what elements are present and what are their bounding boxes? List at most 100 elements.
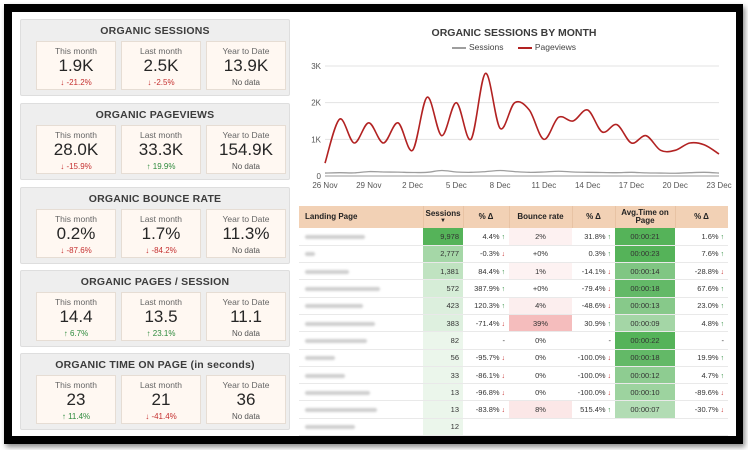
time-value: 00:00:18 (630, 284, 660, 294)
table-row[interactable]: 56 -95.7% ↓ 0% -100.0% ↓ 00:00:18 19.9% ↑ (299, 349, 728, 367)
delta-value: -79.4% (581, 284, 606, 294)
delta-value: -0.3% (479, 249, 500, 259)
panel-organic-time-on-page: ORGANIC TIME ON PAGE (in seconds) This m… (20, 353, 290, 430)
card-label: Year to Date (222, 214, 270, 224)
sessions-cell: 572 (423, 279, 463, 298)
delta-value: 4.7% (701, 370, 719, 380)
arrow-down-icon: ↓ (605, 372, 611, 380)
delta-value: - (502, 335, 506, 345)
landing-page-cell (299, 297, 423, 315)
sessions-delta-cell: 84.4% ↑ (463, 262, 509, 281)
landing-page-cell (299, 262, 423, 281)
arrow-down-icon: ↓ (60, 246, 67, 255)
table-row[interactable]: 33 -86.1% ↓ 0% -100.0% ↓ 00:00:12 4.7% ↑ (299, 366, 728, 385)
landing-page-cell (299, 279, 423, 298)
avg-time-cell: 00:00:10 (615, 383, 675, 402)
table-header-row: Landing Page Sessions ▼ % Δ Bounce rate %… (299, 206, 728, 228)
delta-value: 19.9% (697, 353, 719, 363)
bounce-cell: 0% (509, 349, 572, 367)
time-delta-cell: 23.0% ↑ (675, 297, 728, 315)
sessions-cell: 12 (423, 418, 463, 436)
table-row[interactable]: 9,978 4.4% ↑ 2% 31.8% ↑ 00:00:21 1.6% ↑ (299, 228, 728, 246)
card-last-month: Last month 1.7% ↓ -84.2% (121, 209, 201, 258)
bounce-delta-cell: -14.1% ↓ (572, 262, 615, 281)
card-this-month: This month 1.9K ↓ -21.2% (36, 41, 116, 90)
table-row[interactable]: 82 - 0% - 00:00:22 - (299, 331, 728, 350)
series-line-pageviews (324, 72, 720, 164)
card-delta: ↑ 6.7% (37, 329, 115, 338)
sessions-value: 423 (446, 301, 459, 311)
arrow-up-icon: ↑ (718, 320, 724, 328)
col-header-bounce-rate[interactable]: Bounce rate (509, 206, 573, 228)
delta-value: 84.4% (478, 266, 500, 276)
panel-organic-pages-session: ORGANIC PAGES / SESSION This month 14.4 … (20, 270, 290, 347)
card-value: 33.3K (138, 140, 184, 159)
col-header-sessions[interactable]: Sessions ▼ (423, 206, 464, 228)
table-row[interactable]: 12 (299, 418, 728, 436)
bounce-cell: 39% (509, 314, 572, 333)
sessions-cell: 2,777 (423, 245, 463, 264)
bounce-value: 4% (535, 301, 546, 311)
delta-value: -14.1% (581, 266, 606, 276)
table-row[interactable]: 572 387.9% ↑ +0% -79.4% ↓ 00:00:18 67.6% ↑ (299, 279, 728, 298)
legend-item-pageviews[interactable]: Pageviews (517, 42, 576, 52)
col-header-bounce-delta[interactable]: % Δ (572, 206, 616, 228)
sessions-delta-cell: 4.4% ↑ (463, 228, 509, 246)
arrow-up-icon: ↑ (499, 303, 505, 311)
arrow-down-icon: ↓ (718, 407, 724, 415)
chart-legend: Sessions Pageviews (300, 42, 728, 52)
card-value: 14.4 (59, 307, 93, 326)
arrow-up-icon: ↑ (605, 251, 611, 259)
bounce-delta-cell: -79.4% ↓ (572, 279, 615, 298)
panel-organic-pageviews: ORGANIC PAGEVIEWS This month 28.0K ↓ -15… (20, 103, 290, 180)
y-tick-label: 0 (317, 172, 322, 181)
landing-page-cell (299, 366, 423, 385)
card-label: This month (54, 380, 98, 390)
time-value: 00:00:23 (630, 249, 660, 259)
time-delta-cell: 4.7% ↑ (675, 366, 728, 385)
table-row[interactable]: 2,777 -0.3% ↓ +0% 0.3% ↑ 00:00:23 7.6% ↑ (299, 245, 728, 264)
card-delta: No data (231, 78, 261, 87)
time-value: 00:00:22 (630, 335, 660, 345)
x-tick-label: 2 Dec (402, 181, 423, 190)
panel-title: ORGANIC PAGES / SESSION (80, 276, 230, 288)
delta-value: -100.0% (577, 353, 606, 363)
card-delta: ↓ -84.2% (122, 246, 200, 255)
delta-value: -95.7% (475, 353, 500, 363)
screenshot-frame: ORGANIC SESSIONS This month 1.9K ↓ -21.2… (4, 4, 743, 444)
table-row[interactable]: 383 -71.4% ↓ 39% 30.9% ↑ 00:00:09 4.8% ↑ (299, 314, 728, 333)
arrow-down-icon: ↓ (605, 355, 611, 363)
col-header-time-delta[interactable]: % Δ (675, 206, 728, 228)
table-row[interactable]: 13 -96.8% ↓ 0% -100.0% ↓ 00:00:10 -89.6% ↓ (299, 383, 728, 402)
sessions-delta-cell: -86.1% ↓ (463, 366, 509, 385)
card-year-to-date: Year to Date 11.1 No data (206, 292, 286, 341)
time-delta-cell: 4.8% ↑ (675, 314, 728, 333)
redacted-url (305, 252, 315, 257)
time-delta-cell: 7.6% ↑ (675, 245, 728, 264)
col-header-landing-page[interactable]: Landing Page (299, 206, 424, 228)
arrow-down-icon: ↓ (145, 412, 152, 421)
delta-value: -89.6% (694, 387, 719, 397)
card-last-month: Last month 33.3K ↑ 19.9% (121, 125, 201, 174)
legend-swatch (517, 46, 532, 49)
delta-value: 11.4% (68, 412, 91, 421)
card-this-month: This month 23 ↑ 11.4% (36, 375, 116, 424)
y-tick-label: 3K (311, 62, 321, 71)
arrow-down-icon: ↓ (147, 78, 154, 87)
sessions-cell: 423 (423, 297, 463, 315)
legend-item-sessions[interactable]: Sessions (452, 42, 504, 52)
table-row[interactable]: 1,381 84.4% ↑ 1% -14.1% ↓ 00:00:14 -28.8% ↓ (299, 262, 728, 281)
col-header-sessions-delta[interactable]: % Δ (463, 206, 510, 228)
delta-value: 23.1% (152, 329, 176, 338)
delta-value: 30.9% (584, 318, 606, 328)
col-header-avg-time[interactable]: Avg.Time on Page (615, 206, 676, 228)
bounce-cell: 0% (509, 366, 572, 385)
table-row[interactable]: 423 120.3% ↑ 4% -48.6% ↓ 00:00:13 23.0% ↑ (299, 297, 728, 315)
table-row[interactable]: 13 -83.8% ↓ 8% 515.4% ↑ 00:00:07 -30.7% ↓ (299, 400, 728, 419)
card-delta: ↑ 23.1% (122, 329, 200, 338)
time-delta-cell: -30.7% ↓ (675, 400, 728, 419)
arrow-down-icon: ↓ (499, 320, 505, 328)
card-delta: No data (231, 162, 261, 171)
card-last-month: Last month 21 ↓ -41.4% (121, 375, 201, 424)
bounce-cell: 4% (509, 297, 572, 315)
